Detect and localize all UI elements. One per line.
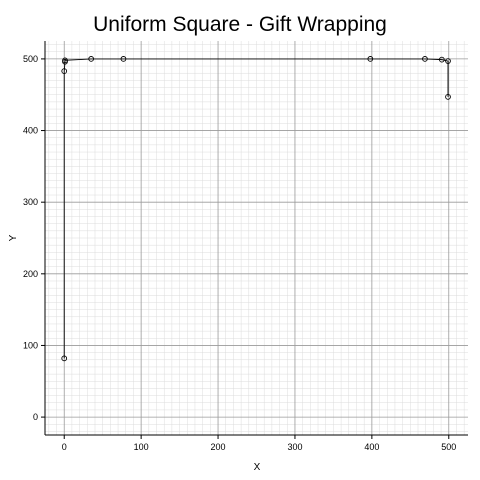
y-tick-label: 100: [23, 340, 38, 350]
x-tick-label: 100: [134, 442, 149, 452]
data-point: [61, 355, 68, 362]
data-point: [422, 56, 428, 62]
data-point: [61, 68, 68, 74]
y-axis-label: Y: [8, 234, 19, 241]
x-tick-label: 0: [62, 442, 67, 452]
y-tick-label: 200: [23, 269, 38, 279]
data-point: [62, 57, 68, 64]
x-tick-label: 400: [364, 442, 379, 452]
data-point: [88, 56, 94, 62]
chart-title: Uniform Square - Gift Wrapping: [93, 13, 387, 36]
x-axis-label: X: [254, 462, 261, 473]
y-axis-ticks: 0 100 200 300 400 500: [23, 54, 45, 422]
data-point: [445, 94, 451, 100]
hull-line: [63, 58, 449, 359]
y-tick-label: 400: [23, 126, 38, 136]
data-point: [120, 56, 127, 62]
x-tick-label: 200: [211, 442, 226, 452]
data-series: [61, 56, 451, 362]
y-tick-label: 300: [23, 197, 38, 207]
data-point: [445, 58, 451, 64]
axes: [44, 41, 468, 436]
x-tick-label: 500: [441, 442, 456, 452]
minor-grid: [45, 41, 468, 435]
y-tick-label: 0: [33, 412, 38, 422]
x-tick-label: 300: [287, 442, 302, 452]
data-point: [439, 56, 445, 63]
y-tick-label: 500: [23, 54, 38, 64]
data-point: [367, 56, 374, 62]
x-axis-ticks: 0 100 200 300 400 500: [62, 435, 456, 452]
